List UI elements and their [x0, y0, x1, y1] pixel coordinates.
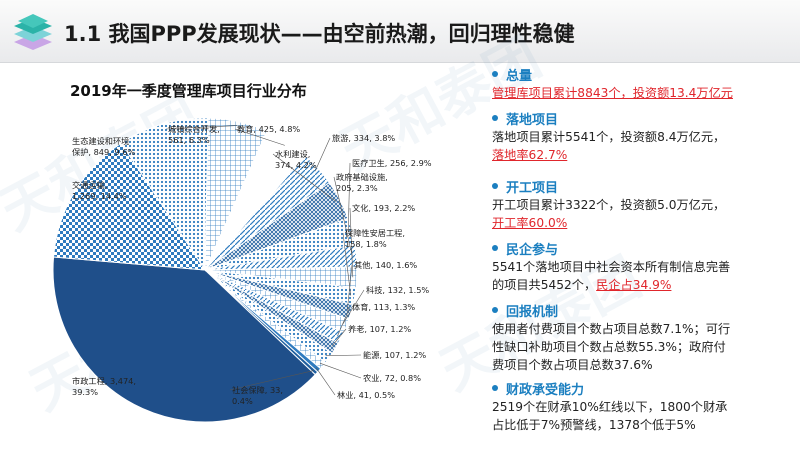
section-body: 5541个落地项目中社会资本所有制信息完善 的项目共5452个，民企占34.9%	[486, 258, 794, 294]
section-body: 2519个在财承10%红线以下，1800个财承 占比低于7%预警线，1378个低于…	[486, 398, 794, 434]
section-title-text: 民企参与	[506, 242, 559, 258]
section-line: 落地项目累计5541个，投资额8.4万亿元，	[492, 128, 794, 146]
chart-title: 2019年一季度管理库项目行业分布	[70, 82, 307, 100]
section-line: 开工项目累计3322个，投资额5.0万亿元，	[492, 196, 794, 214]
leader-line-水利建设	[272, 153, 337, 202]
leader-line-养老	[331, 328, 347, 347]
section-line: 开工率60.0%	[492, 214, 794, 232]
leader-line-医疗卫生	[347, 162, 351, 233]
section-title: 回报机制	[486, 300, 794, 320]
leader-line-农业	[319, 362, 362, 379]
highlight-text: 开工率60.0%	[492, 216, 568, 230]
summary-panel: 总量 管理库项目累计8843个，投资额13.4万亿元 落地项目 落地项目累计5541个…	[486, 62, 794, 450]
pie-label-生态建设和环境保护: 生态建设和环境保护, 849, 9.6%	[72, 136, 135, 157]
pie-slice-生态建设和环境保护	[120, 117, 209, 272]
pie-label-医疗卫生: 医疗卫生, 256, 2.9%	[352, 158, 432, 168]
section-title: 开工项目	[486, 176, 794, 196]
bullet-icon	[492, 183, 498, 189]
pie-label-科技: 科技, 132, 1.5%	[366, 285, 429, 295]
leader-line-教育	[234, 128, 285, 146]
section-title-text: 开工项目	[506, 180, 559, 196]
layered-diamond-logo-icon	[14, 14, 52, 50]
section-title-text: 落地项目	[506, 112, 559, 128]
section-title-text: 回报机制	[506, 304, 559, 320]
body-text: 的项目共5452个，	[492, 278, 597, 292]
leader-line-社会保障	[229, 370, 314, 391]
leader-line-保障性安居工程	[342, 232, 352, 296]
pie-label-旅游: 旅游, 334, 3.8%	[332, 133, 395, 143]
pie-label-农业: 农业, 72, 0.8%	[363, 373, 421, 383]
highlight-text: 落地率62.7%	[492, 148, 568, 162]
leader-line-其他	[346, 264, 353, 311]
pie-slice-市政工程	[52, 256, 316, 423]
body-text: 费项目个数占项目总数37.6%	[492, 358, 653, 372]
section-title: 总量	[486, 64, 794, 84]
section-title: 民企参与	[486, 238, 794, 258]
section-title: 落地项目	[486, 108, 794, 128]
body-text: 性缺口补助项目个数占总数55.3%；政府付	[492, 340, 726, 354]
section-line: 费项目个数占项目总数37.6%	[492, 356, 794, 374]
highlight-text: 管理库项目累计8843个，投资额13.4万亿元	[492, 86, 733, 100]
leader-line-能源	[325, 354, 362, 356]
section-line: 2519个在财承10%红线以下，1800个财承	[492, 398, 794, 416]
pie-label-文化: 文化, 193, 2.2%	[352, 203, 415, 213]
pie-label-保障性安居工程: 保障性安居工程, 158, 1.8%	[345, 228, 405, 249]
bullet-icon	[492, 115, 498, 121]
section-回报机制: 回报机制 使用者付费项目个数占项目总数7.1%；可行 性缺口补助项目个数占总数55.…	[486, 300, 794, 374]
section-财政承受能力: 财政承受能力 2519个在财承10%红线以下，1800个财承 占比低于7%预警线，1…	[486, 378, 794, 434]
section-line: 性缺口补助项目个数占总数55.3%；政府付	[492, 338, 794, 356]
pie-label-市政工程: 市政工程, 3,474, 39.3%	[72, 376, 136, 397]
section-line: 使用者付费项目个数占项目总数7.1%；可行	[492, 320, 794, 338]
section-line: 的项目共5452个，民企占34.9%	[492, 276, 794, 294]
pie-label-水利建设: 水利建设, 374, 4.2%	[275, 149, 317, 170]
pie-label-政府基础设施: 政府基础设施, 205, 2.3%	[336, 172, 388, 193]
section-落地项目: 落地项目落地项目累计5541个，投资额8.4万亿元， 落地率62.7%	[486, 108, 794, 164]
body-text: 落地项目累计5541个，投资额8.4万亿元，	[492, 130, 726, 144]
section-line: 落地率62.7%	[492, 146, 794, 164]
section-body: 使用者付费项目个数占项目总数7.1%；可行 性缺口补助项目个数占总数55.3%；政…	[486, 320, 794, 374]
leader-line-城镇综合开发	[165, 125, 238, 130]
pie-slice-交通运输	[53, 142, 206, 271]
header-bar: 1.1 我国PPP发展现状——由空前热潮，回归理性稳健	[0, 0, 800, 63]
body-text: 占比低于7%预警线，1378个低于5%	[492, 418, 696, 432]
section-title-text: 财政承受能力	[506, 382, 585, 398]
section-开工项目: 开工项目开工项目累计3322个，投资额5.0万亿元， 开工率60.0%	[486, 176, 794, 232]
section-line: 占比低于7%预警线，1378个低于5%	[492, 416, 794, 434]
section-body: 落地项目累计5541个，投资额8.4万亿元， 落地率62.7%	[486, 128, 794, 164]
section-民企参与: 民企参与 5541个落地项目中社会资本所有制信息完善 的项目共5452个，民企占34…	[486, 238, 794, 294]
bullet-icon	[492, 385, 498, 391]
section-body: 开工项目累计3322个，投资额5.0万亿元， 开工率60.0%	[486, 196, 794, 232]
body-text: 使用者付费项目个数占项目总数7.1%；可行	[492, 322, 731, 336]
pie-label-城镇综合开发: 城镇综合开发, 561, 6.3%	[168, 124, 220, 145]
body-text: 2519个在财承10%红线以下，1800个财承	[492, 400, 728, 414]
leader-line-旅游	[314, 137, 331, 172]
bullet-icon	[492, 307, 498, 313]
body-text: 5541个落地项目中社会资本所有制信息完善	[492, 260, 731, 274]
leader-line-体育	[337, 306, 351, 337]
highlight-text: 民企占34.9%	[596, 278, 672, 292]
pie-chart: 城镇综合开发, 561, 6.3% 教育, 425, 4.8% 旅游, 334, 3.…	[52, 117, 432, 423]
leader-line-政府基础设施	[333, 176, 353, 257]
section-line: 管理库项目累计8843个，投资额13.4万亿元	[492, 84, 794, 102]
page-title: 1.1 我国PPP发展现状——由空前热潮，回归理性稳健	[64, 22, 575, 46]
leader-line-林业	[315, 367, 336, 396]
pie-label-林业: 林业, 41, 0.5%	[337, 390, 395, 400]
pie-label-养老: 养老, 107, 1.2%	[348, 324, 411, 334]
section-body: 管理库项目累计8843个，投资额13.4万亿元	[486, 84, 794, 102]
leader-line-科技	[342, 289, 365, 325]
section-title-text: 总量	[506, 68, 533, 84]
pie-label-教育: 教育, 425, 4.8%	[237, 124, 300, 134]
bullet-icon	[492, 71, 498, 77]
section-line: 5541个落地项目中社会资本所有制信息完善	[492, 258, 794, 276]
body-text: 开工项目累计3322个，投资额5.0万亿元，	[492, 198, 726, 212]
section-title: 财政承受能力	[486, 378, 794, 398]
section-总量: 总量管理库项目累计8843个，投资额13.4万亿元	[486, 64, 794, 102]
pie-label-能源: 能源, 107, 1.2%	[363, 350, 426, 360]
pie-label-交通运输: 交通运输, 1,269, 14.4%	[72, 180, 127, 201]
pie-label-社会保障: 社会保障, 33, 0.4%	[232, 385, 283, 406]
bullet-icon	[492, 245, 498, 251]
leader-line-文化	[349, 207, 354, 278]
pie-label-其他: 其他, 140, 1.6%	[354, 260, 417, 270]
pie-label-体育: 体育, 113, 1.3%	[352, 302, 415, 312]
